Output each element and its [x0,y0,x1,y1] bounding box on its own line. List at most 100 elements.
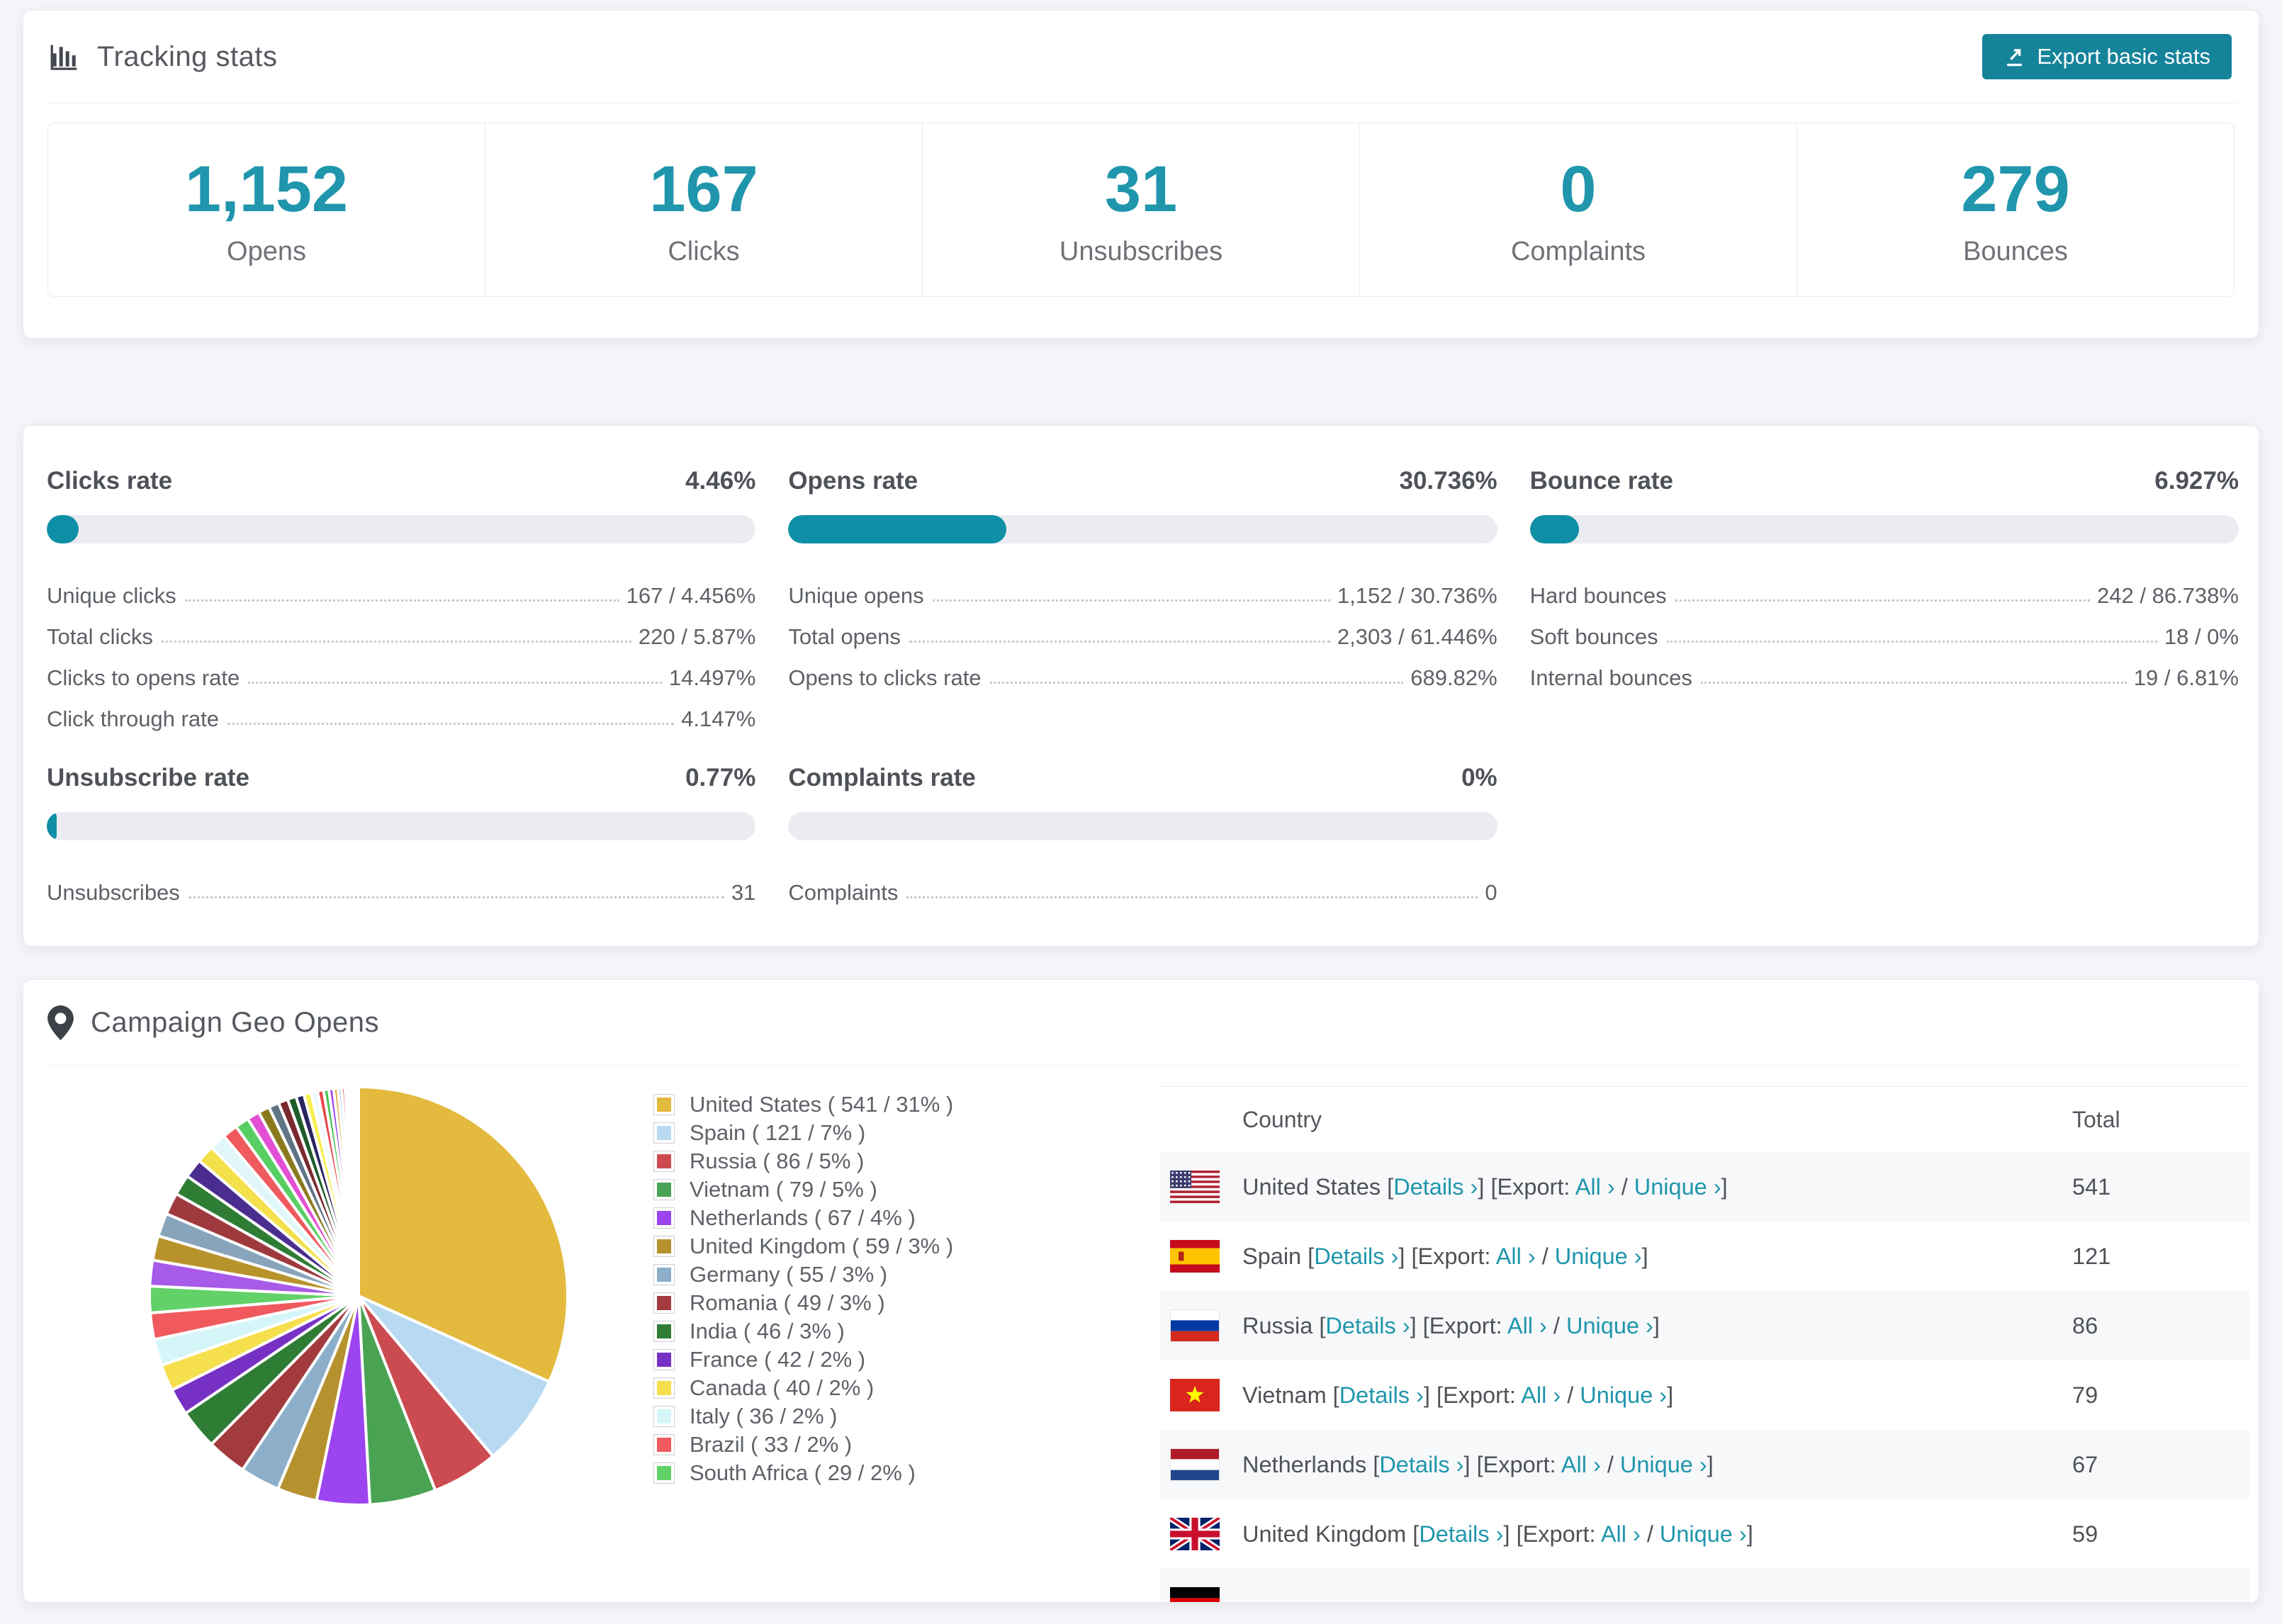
rate-detail-label: Hard bounces [1529,583,1667,608]
export-all-link[interactable]: All › [1575,1173,1615,1200]
export-all-link[interactable]: All › [1600,1521,1641,1547]
legend-label: Russia ( 86 / 5% ) [690,1149,865,1173]
map-pin-icon [47,1005,74,1040]
slash: / [1535,1243,1555,1269]
bracket: ] [Export: [1398,1243,1496,1269]
country-name: United States [1242,1173,1381,1200]
legend-item: Italy ( 36 / 2% ) [654,1402,953,1431]
progress-bar [788,515,1497,543]
rates-card: Clicks rate 4.46% Unique clicks 167 / 4.… [23,425,2259,947]
rate-detail-value: 14.497% [668,665,756,690]
flag-us-icon [1170,1171,1220,1203]
export-unique-link[interactable]: Unique › [1659,1521,1747,1547]
flag-gb-icon [1170,1518,1220,1550]
bracket: ] [Export: [1410,1312,1507,1338]
rate-detail-row: Opens to clicks rate 689.82% [788,650,1497,691]
legend-label: Brazil ( 33 / 2% ) [690,1432,853,1457]
details-link[interactable]: Details › [1325,1312,1410,1338]
legend-item: South Africa ( 29 / 2% ) [654,1459,953,1487]
legend-swatch-icon [654,1435,674,1455]
legend-swatch-icon [654,1180,674,1200]
geo-header: Campaign Geo Opens [23,980,2259,1065]
rate-detail-label: Internal bounces [1529,665,1692,690]
bracket: ] [1667,1382,1674,1408]
rate-detail-value: 167 / 4.456% [626,583,756,608]
rates-grid: Clicks rate 4.46% Unique clicks 167 / 4.… [23,426,2259,906]
details-link[interactable]: Details › [1339,1382,1424,1408]
progress-bar [47,812,756,840]
country-name: Netherlands [1242,1451,1367,1477]
stat-label: Unsubscribes [1059,237,1223,266]
country-total: 79 [2072,1382,2098,1408]
flag-es-icon [1170,1240,1220,1273]
slash: / [1614,1173,1634,1200]
legend-item: Netherlands ( 67 / 4% ) [654,1204,953,1232]
legend-swatch-icon [654,1123,674,1143]
legend-label: Germany ( 55 / 3% ) [690,1262,888,1287]
export-unique-link[interactable]: Unique › [1634,1173,1721,1200]
bar-chart-icon [47,40,80,73]
export-unique-link[interactable]: Unique › [1566,1312,1653,1338]
legend-item: India ( 46 / 3% ) [654,1317,953,1346]
bracket: ] [1653,1312,1660,1338]
legend-swatch-icon [654,1208,674,1228]
rate-card: Opens rate 30.736% Unique opens 1,152 / … [788,466,1497,732]
rate-detail-label: Click through rate [47,706,219,731]
details-link[interactable]: Details › [1314,1243,1399,1269]
country-name: Vietnam [1242,1382,1327,1408]
legend-item: United States ( 541 / 31% ) [654,1090,953,1119]
export-unique-link[interactable]: Unique › [1619,1451,1707,1477]
export-all-link[interactable]: All › [1561,1451,1601,1477]
rate-detail-row: Clicks to opens rate 14.497% [47,650,755,691]
bracket: ] [Export: [1423,1382,1522,1408]
stat-cell-clicks: 167 Clicks [485,123,923,296]
summary-row: 1,152 Opens 167 Clicks 31 Unsubscribes 0… [47,123,2235,297]
country-total: 86 [2072,1312,2098,1338]
country-name: Russia [1242,1312,1313,1338]
export-basic-stats-button[interactable]: Export basic stats [1982,34,2232,79]
stat-label: Bounces [1963,237,2068,266]
bracket: [ [1301,1243,1315,1269]
bracket: ] [1721,1173,1728,1200]
dotted-leader [248,682,662,684]
rate-value: 4.46% [685,467,756,495]
bracket: ] [Export: [1463,1451,1561,1477]
rate-title: Opens rate [788,467,918,495]
bracket: [ [1406,1521,1420,1547]
slash: / [1546,1312,1566,1338]
geo-title: Campaign Geo Opens [91,1006,380,1038]
details-link[interactable]: Details › [1419,1521,1504,1547]
dotted-leader [161,641,631,643]
export-unique-link[interactable]: Unique › [1580,1382,1668,1408]
dotted-leader [227,723,675,725]
rate-title: Unsubscribe rate [47,764,249,791]
legend-swatch-icon [654,1378,674,1398]
export-all-link[interactable]: All › [1495,1243,1536,1269]
export-all-link[interactable]: All › [1521,1382,1561,1408]
page-title: Tracking stats [97,40,278,72]
bracket: ] [Export: [1478,1173,1575,1200]
geo-header-divider [45,1065,2237,1066]
rate-value: 6.927% [2154,467,2239,495]
progress-fill [788,515,1006,543]
rate-detail-row: Internal bounces 19 / 6.81% [1530,650,2239,691]
legend-item: United Kingdom ( 59 / 3% ) [654,1232,953,1261]
export-all-link[interactable]: All › [1507,1312,1547,1338]
country-total: 59 [2072,1521,2098,1547]
rate-card: Bounce rate 6.927% Hard bounces 242 / 86… [1529,466,2239,732]
legend-swatch-icon [654,1236,674,1256]
details-link[interactable]: Details › [1379,1451,1464,1477]
flag-vn-icon [1170,1379,1220,1411]
rate-detail-label: Opens to clicks rate [788,665,982,690]
progress-bar [788,812,1497,840]
legend-swatch-icon [654,1406,674,1426]
stat-label: Complaints [1510,237,1646,266]
rate-detail-value: 2,303 / 61.446% [1337,624,1497,649]
legend-item: Vietnam ( 79 / 5% ) [654,1175,953,1204]
slash: / [1640,1521,1660,1547]
country-row [1159,1569,2249,1602]
details-link[interactable]: Details › [1393,1173,1478,1200]
rate-title: Clicks rate [47,467,173,495]
export-unique-link[interactable]: Unique › [1554,1243,1642,1269]
stat-label: Opens [227,237,306,266]
